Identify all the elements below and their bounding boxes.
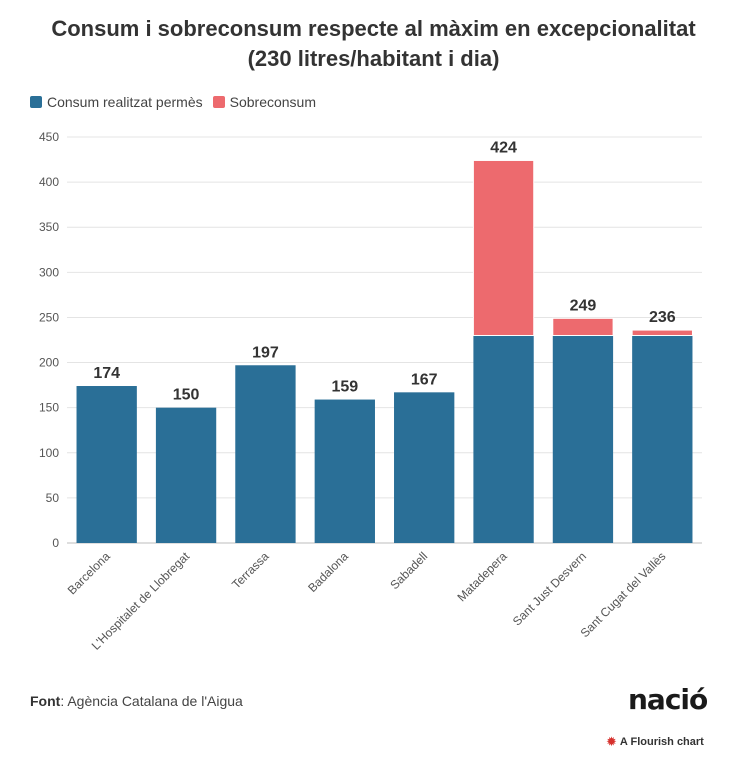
x-tick-label-3: Badalona bbox=[305, 549, 351, 595]
bar-overconsumption-5 bbox=[472, 159, 535, 336]
data-label-4: 167 bbox=[411, 371, 438, 388]
source-label: Font bbox=[30, 693, 61, 709]
bar-allowed-6 bbox=[552, 335, 614, 543]
bar-allowed-0 bbox=[76, 386, 137, 543]
data-label-1: 150 bbox=[173, 387, 200, 404]
x-tick-label-6: Sant Just Desvern bbox=[510, 549, 589, 628]
chart-title: Consum i sobreconsum respecte al màxim e… bbox=[0, 14, 747, 74]
x-tick-label-2: Terrassa bbox=[229, 549, 272, 592]
bar-chart: 0 50 100 150 200 250 300 350 400 450 174 Barcelona 1… bbox=[39, 130, 702, 653]
data-label-6: 249 bbox=[570, 297, 597, 314]
bar-allowed-1 bbox=[155, 407, 217, 543]
legend-swatch-overconsumption bbox=[212, 96, 225, 108]
legend-item-overconsumption[interactable]: Sobreconsum bbox=[212, 94, 317, 110]
bar-allowed-2 bbox=[235, 365, 296, 543]
y-tick-label-50: 50 bbox=[46, 491, 60, 505]
y-tick-label-100: 100 bbox=[39, 446, 59, 460]
y-tick-label-300: 300 bbox=[39, 265, 59, 279]
bar-overconsumption-7 bbox=[631, 329, 693, 336]
legend-item-allowed[interactable]: Consum realitzat permès bbox=[30, 94, 203, 110]
flourish-credit[interactable]: ✹ A Flourish chart bbox=[606, 734, 704, 750]
source-note: Font: Agència Catalana de l'Aigua bbox=[30, 693, 243, 709]
y-tick-label-350: 350 bbox=[39, 220, 59, 234]
y-tick-label-200: 200 bbox=[39, 356, 59, 370]
data-label-3: 159 bbox=[331, 379, 358, 396]
y-tick-label-250: 250 bbox=[39, 310, 59, 324]
data-label-2: 197 bbox=[252, 344, 279, 361]
flourish-credit-text: A Flourish chart bbox=[619, 736, 704, 748]
x-tick-label-4: Sabadell bbox=[387, 549, 430, 592]
legend-label-allowed: Consum realitzat permès bbox=[47, 94, 203, 110]
bar-allowed-4 bbox=[394, 392, 455, 543]
bar-allowed-3 bbox=[314, 399, 375, 543]
legend-label-overconsumption: Sobreconsum bbox=[229, 94, 317, 110]
chart-title-main: Consum i sobreconsum respecte al màxim e… bbox=[51, 16, 696, 41]
legend-swatch-allowed bbox=[30, 96, 42, 108]
data-label-0: 174 bbox=[93, 365, 120, 382]
chart-subtitle: (230 litres/habitant i dia) bbox=[247, 46, 500, 71]
data-label-7: 236 bbox=[649, 309, 676, 326]
source-text: : Agència Catalana de l'Aigua bbox=[60, 693, 243, 709]
nacio-logo[interactable]: nació bbox=[628, 683, 708, 716]
y-tick-label-0: 0 bbox=[52, 536, 59, 550]
bar-overconsumption-6 bbox=[552, 317, 614, 336]
y-tick-label-450: 450 bbox=[39, 130, 59, 144]
flourish-icon: ✹ bbox=[606, 734, 617, 749]
data-label-5: 424 bbox=[490, 139, 517, 156]
x-tick-label-7: Sant Cugat del Vallès bbox=[578, 549, 669, 640]
bar-allowed-7 bbox=[632, 335, 693, 543]
legend: Consum realitzat permès Sobreconsum bbox=[30, 92, 326, 112]
x-tick-label-5: Matadepera bbox=[454, 549, 509, 604]
y-tick-label-150: 150 bbox=[39, 401, 59, 415]
x-tick-label-0: Barcelona bbox=[65, 549, 113, 597]
bar-allowed-5 bbox=[473, 335, 534, 543]
y-tick-label-400: 400 bbox=[39, 175, 59, 189]
